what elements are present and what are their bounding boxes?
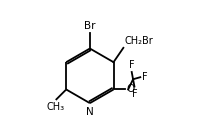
Text: F: F — [142, 72, 148, 82]
Text: O: O — [126, 84, 134, 95]
Text: F: F — [132, 89, 137, 99]
Text: Br: Br — [84, 21, 96, 31]
Text: CH₂Br: CH₂Br — [124, 36, 153, 47]
Text: F: F — [129, 60, 135, 70]
Text: N: N — [86, 107, 94, 117]
Text: CH₃: CH₃ — [47, 102, 65, 112]
